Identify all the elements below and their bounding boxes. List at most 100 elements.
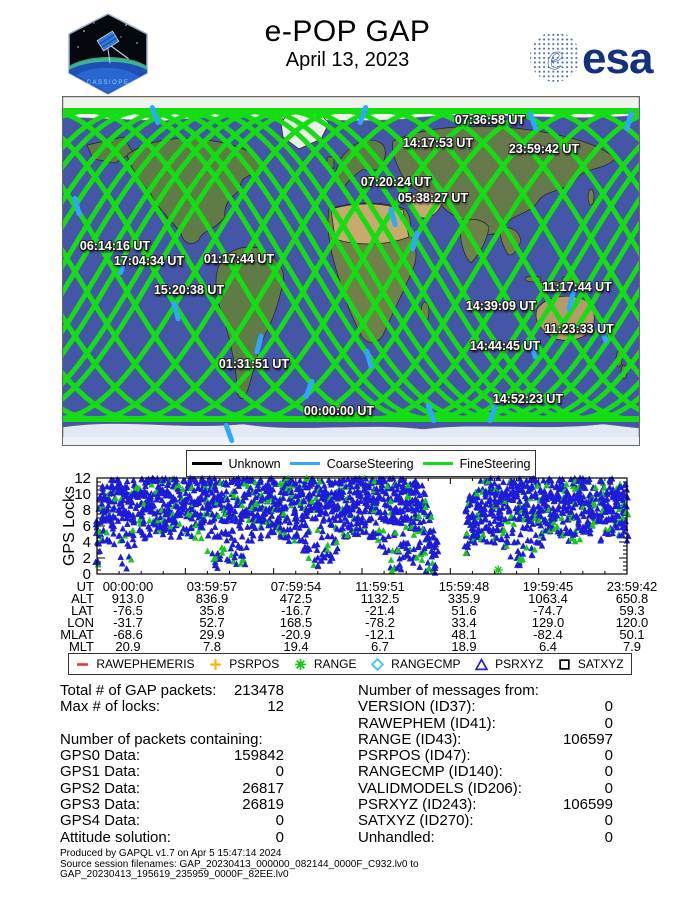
- mission-patch-icon: CASSIOPE: [68, 13, 148, 95]
- gps-lock-marker: [491, 517, 498, 524]
- y-tick-label: 12: [74, 470, 91, 487]
- stat-label: VERSION (ID37):: [358, 698, 476, 716]
- gps-lock-marker: [414, 543, 422, 551]
- gps-lock-marker: [327, 478, 334, 486]
- gps-lock-marker: [558, 514, 566, 521]
- gps-lock-marker: [238, 544, 245, 551]
- stat-label: PSRPOS (ID47):: [358, 747, 471, 765]
- stat-label: VALIDMODELS (ID206):: [358, 779, 522, 797]
- gps-lock-marker: [314, 554, 322, 561]
- gps-lock-marker: [111, 514, 119, 521]
- gps-lock-marker: [239, 552, 247, 559]
- gps-lock-marker: [462, 549, 470, 556]
- gps-lock-marker: [412, 523, 419, 530]
- axis-value: 168.5: [279, 615, 313, 630]
- gps-lock-marker: [143, 489, 151, 496]
- gps-lock-marker: [288, 488, 295, 495]
- gps-lock-marker: [477, 502, 485, 510]
- gps-lock-marker: [291, 505, 299, 512]
- axis-value: -12.1: [365, 627, 395, 642]
- axis-value: 6.7: [370, 639, 390, 654]
- gps-lock-marker: [581, 484, 589, 491]
- orbit-track: [63, 108, 639, 422]
- gps-lock-marker: [594, 505, 601, 512]
- gps-lock-marker: [293, 529, 301, 537]
- gps-lock-marker: [553, 523, 561, 530]
- gps-lock-marker: [343, 531, 351, 539]
- gps-lock-marker: [523, 511, 531, 518]
- gps-lock-marker: [286, 525, 294, 533]
- gps-lock-marker: [499, 478, 507, 485]
- gps-lock-marker: [499, 504, 506, 511]
- gps-lock-marker: [140, 500, 148, 507]
- gps-lock-marker: [519, 523, 527, 531]
- gps-lock-marker: [281, 517, 289, 524]
- gps-lock-marker: [328, 532, 336, 540]
- gps-lock-marker: [238, 515, 245, 522]
- axis-row-values: -31.7 52.7 168.5 -78.2 33.4 129.0 120.0: [86, 615, 674, 630]
- gps-lock-marker: [188, 514, 196, 522]
- axis-value: -20.9: [281, 627, 311, 642]
- y-tick-label: 10: [74, 486, 91, 503]
- gps-lock-marker: [344, 475, 352, 482]
- gps-lock-marker: [486, 519, 494, 527]
- gps-lock-marker: [425, 533, 432, 540]
- gps-lock-marker: [334, 544, 341, 552]
- axis-row-label: ALT: [71, 591, 94, 606]
- gps-lock-marker: [575, 520, 582, 528]
- coarse-steering-segment: [364, 348, 374, 370]
- gps-lock-marker: [312, 513, 319, 521]
- gps-lock-marker: [179, 485, 187, 493]
- stat-row: GPS3 Data: 26819: [60, 796, 284, 813]
- gps-lock-marker: [537, 485, 544, 493]
- gps-lock-marker: [520, 488, 528, 495]
- gps-lock-marker: [404, 481, 412, 489]
- gps-lock-marker: [478, 498, 486, 505]
- legend-item-psrxyz: PSRXYZ: [475, 657, 543, 671]
- gps-lock-marker: [251, 524, 259, 531]
- gps-lock-marker: [110, 503, 118, 511]
- stat-row: Total # of GAP packets: 213478: [60, 682, 284, 699]
- gps-lock-marker: [510, 520, 518, 527]
- gps-lock-marker: [403, 513, 411, 520]
- gps-lock-marker: [124, 520, 131, 527]
- stat-label: PSRXYZ (ID243):: [358, 796, 477, 814]
- gps-lock-marker: [621, 501, 628, 509]
- coarse-steering-segment: [223, 422, 235, 444]
- stat-row: Number of messages from:: [358, 682, 613, 699]
- axis-row-label: LAT: [71, 603, 94, 618]
- gps-lock-marker: [296, 476, 304, 484]
- gps-lock-marker: [601, 484, 608, 491]
- gps-lock-marker: [374, 536, 382, 543]
- gps-lock-marker: [207, 498, 215, 505]
- stat-value: 0: [604, 779, 613, 797]
- axis-value: 50.1: [619, 627, 645, 642]
- gps-lock-marker: [319, 527, 326, 535]
- gps-lock-marker: [550, 518, 558, 526]
- gps-lock-marker: [538, 505, 546, 513]
- gps-lock-marker: [299, 536, 306, 543]
- gps-lock-marker: [576, 535, 584, 543]
- stat-label: RAWEPHEM (ID41):: [358, 714, 496, 732]
- plot-markers: [92, 474, 632, 576]
- stat-value: 0: [604, 763, 613, 781]
- gps-lock-marker: [354, 530, 362, 537]
- gps-lock-marker: [403, 496, 410, 504]
- gps-lock-marker: [464, 543, 472, 550]
- gps-lock-marker: [399, 507, 407, 514]
- gps-lock-marker: [372, 499, 380, 506]
- gps-lock-marker: [292, 521, 300, 528]
- gps-lock-marker: [195, 528, 202, 535]
- legend-label: Unknown: [228, 456, 281, 471]
- plot-frame: [96, 477, 628, 575]
- axis-value: -68.6: [113, 627, 143, 642]
- gps-lock-marker: [221, 530, 229, 537]
- coarse-steering-segment: [410, 230, 420, 252]
- gps-lock-marker: [384, 501, 392, 508]
- axis-value: -76.5: [113, 603, 143, 618]
- gps-lock-marker: [563, 480, 570, 488]
- stat-row: GPS2 Data: 26817: [60, 780, 284, 797]
- gps-lock-marker: [228, 551, 235, 558]
- gps-lock-marker: [565, 502, 573, 510]
- gps-lock-marker: [567, 527, 574, 534]
